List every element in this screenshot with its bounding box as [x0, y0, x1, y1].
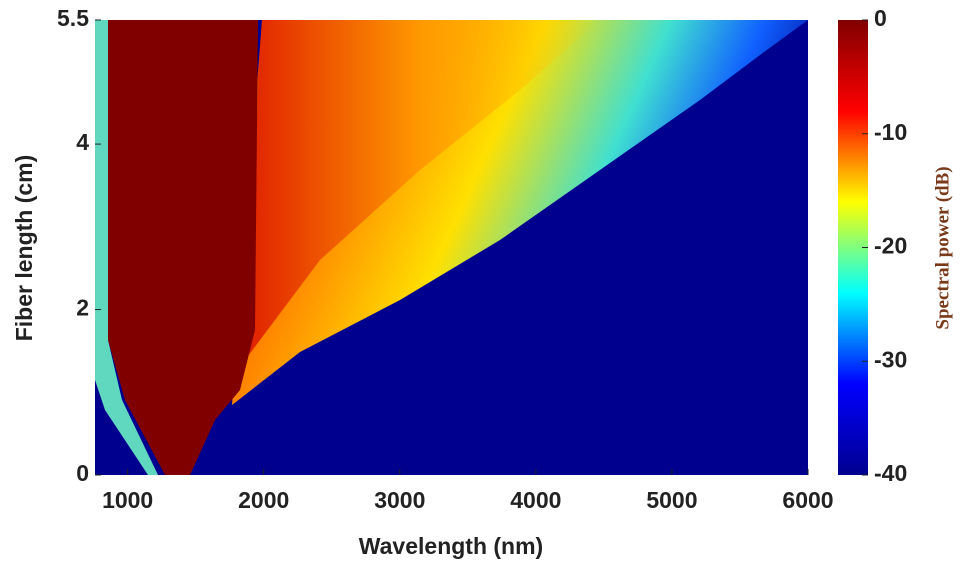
y-axis-label: Fiber length (cm) [11, 155, 37, 342]
y-tick-label: 4 [76, 129, 89, 155]
colorbar-tick-label: -40 [874, 460, 907, 486]
x-tick-label: 3000 [374, 487, 425, 513]
x-axis-label: Wavelength (nm) [359, 533, 543, 559]
y-tick-label: 2 [76, 295, 89, 321]
pump-region [108, 20, 258, 475]
colorbar-tick-label: -20 [874, 233, 907, 259]
colorbar-tick-label: 0 [874, 5, 887, 31]
colorbar-label: Spectral power (dB) [932, 166, 953, 329]
x-tick-label: 6000 [782, 487, 833, 513]
colorbar-tick-label: -30 [874, 346, 907, 372]
plot-area [95, 20, 808, 475]
x-tick-label: 4000 [510, 487, 561, 513]
x-tick-label: 5000 [646, 487, 697, 513]
spectrum-edge [95, 20, 158, 475]
y-tick-label: 5.5 [57, 5, 89, 31]
x-tick-label: 2000 [238, 487, 289, 513]
spectrum-region [245, 20, 600, 360]
y-tick-label: 0 [76, 460, 89, 486]
x-tick-label: 1000 [102, 487, 153, 513]
colorbar-tick-label: -10 [874, 119, 907, 145]
